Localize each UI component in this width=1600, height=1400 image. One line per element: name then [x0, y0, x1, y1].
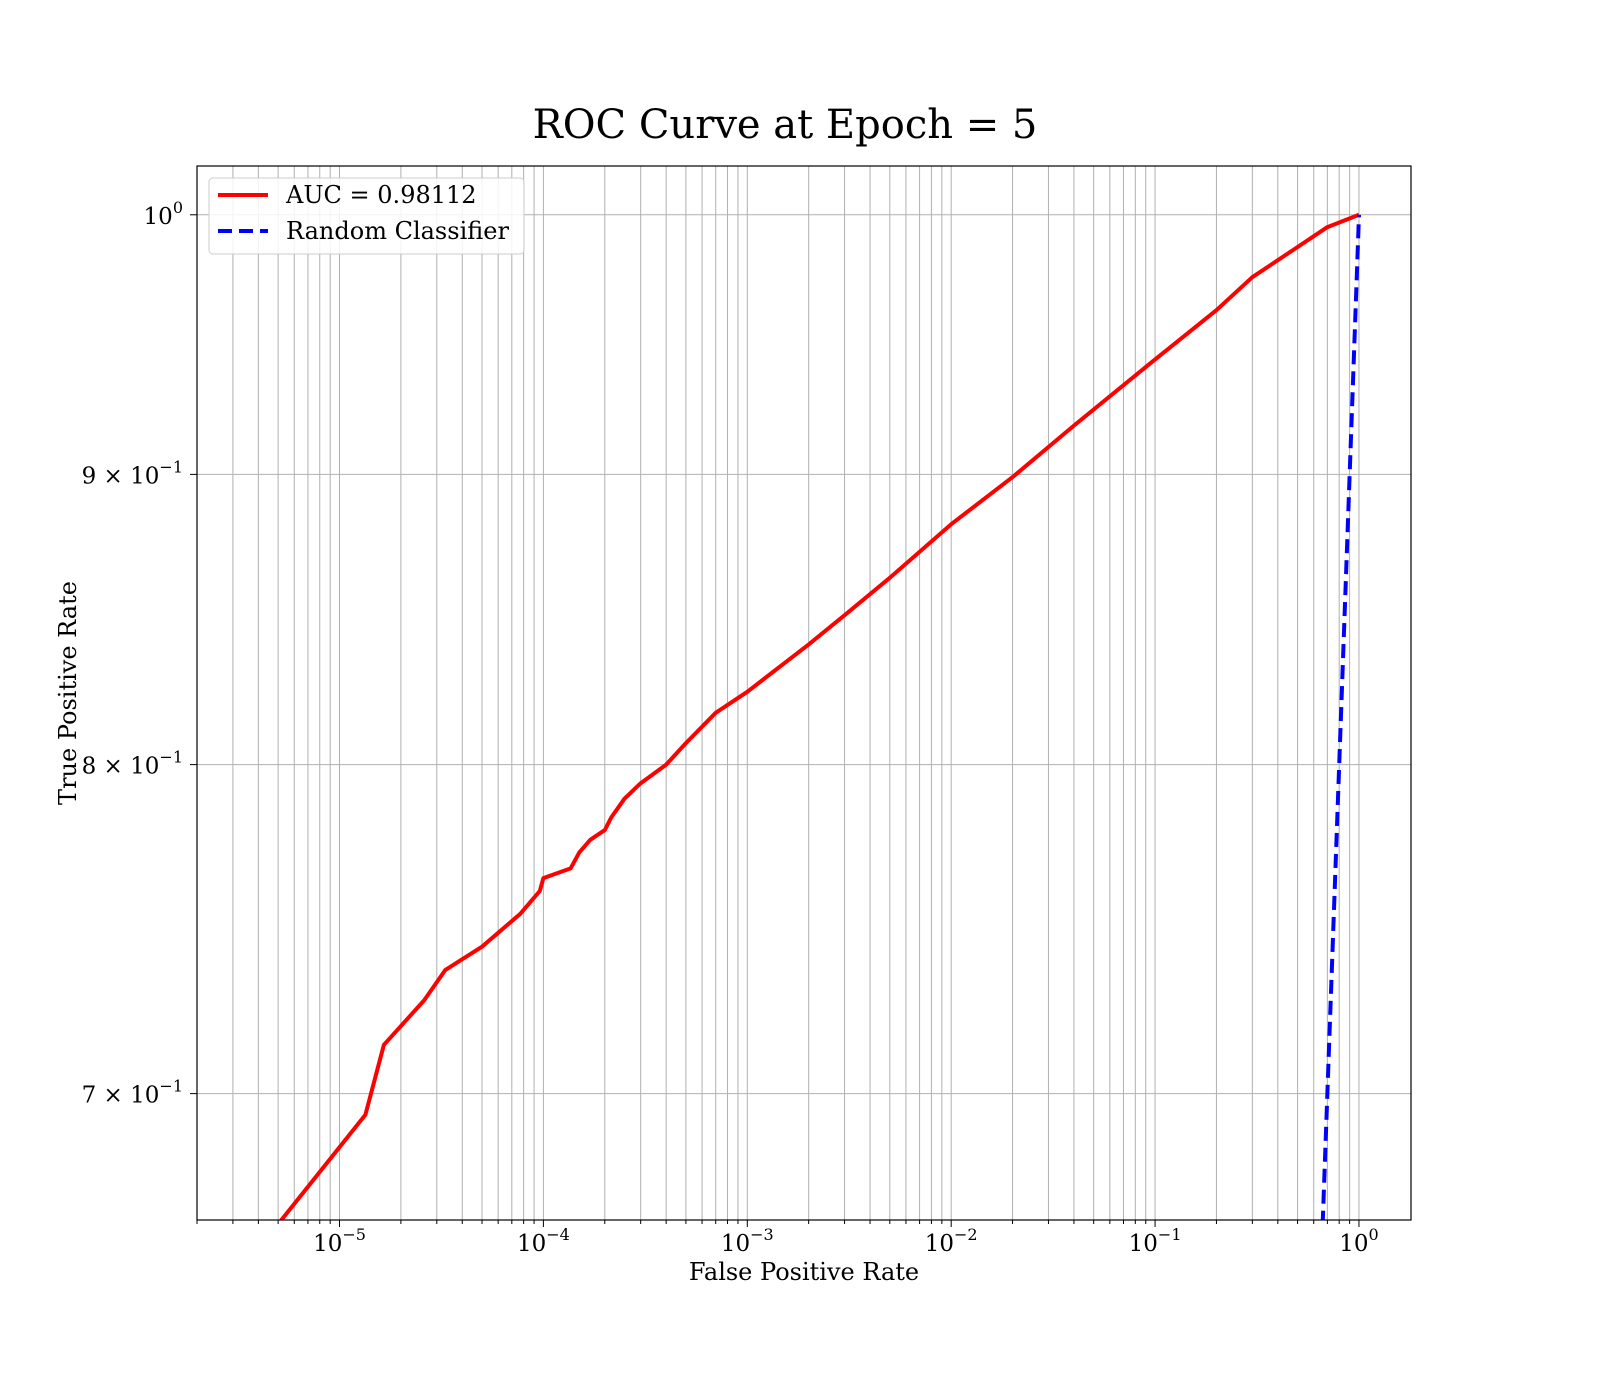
roc-curve-line	[241, 212, 1360, 1220]
x-tick-label: 10−5	[313, 1225, 366, 1257]
x-axis-label: False Positive Rate	[689, 1258, 919, 1286]
x-tick-label: 10−3	[721, 1225, 774, 1257]
series-layer	[241, 212, 1361, 1220]
grid	[196, 166, 1411, 1220]
legend-label-auc: AUC = 0.98112	[285, 181, 477, 209]
plot-frame	[196, 165, 1412, 1221]
ticks: 7 × 10−1 8 × 10−1 9 × 10−1 100 10−5 10−4 10−3 1…	[82, 198, 1379, 1257]
x-tick-label: 100	[1339, 1225, 1378, 1257]
x-tick-label: 10−2	[925, 1225, 978, 1257]
legend-label-random: Random Classifier	[286, 217, 509, 245]
x-tick-label: 10−4	[517, 1225, 570, 1257]
legend-box	[208, 177, 525, 255]
y-tick-label: 7 × 10−1	[82, 1077, 183, 1109]
x-tick-label: 10−1	[1129, 1225, 1182, 1257]
chart-title: ROC Curve at Epoch = 5	[533, 102, 1038, 148]
legend: AUC = 0.98112 Random Classifier	[208, 177, 525, 255]
y-axis-label: True Positive Rate	[54, 581, 82, 805]
y-tick-label: 100	[144, 198, 183, 230]
random-classifier-line	[1320, 214, 1361, 1220]
y-tick-label: 8 × 10−1	[82, 748, 183, 780]
y-tick-label: 9 × 10−1	[82, 457, 183, 489]
